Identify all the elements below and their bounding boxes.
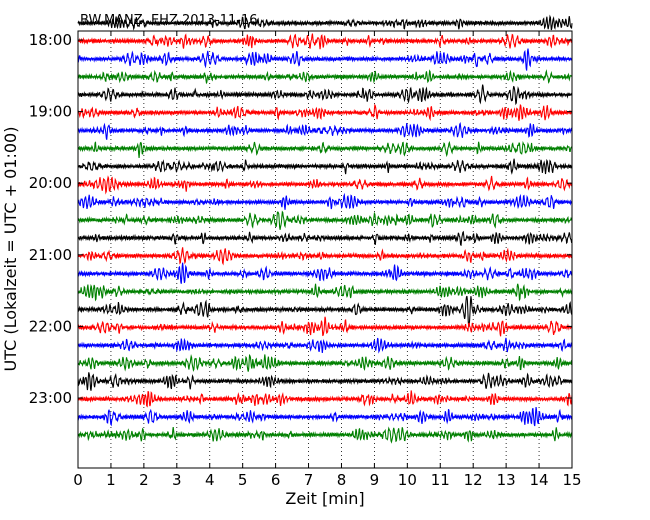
trace-2100 (77, 247, 573, 266)
x-tick-label: 1 (106, 471, 116, 489)
trace-1745 (77, 14, 573, 31)
trace-2230 (77, 353, 573, 372)
plot-frame (77, 30, 573, 469)
trace-2245 (77, 372, 573, 391)
traces (77, 14, 573, 444)
trace-2000 (77, 175, 573, 195)
x-tick-label: 3 (172, 471, 182, 489)
trace-1845 (77, 84, 573, 106)
trace-2145 (77, 295, 573, 327)
x-tick-label: 0 (73, 471, 83, 489)
x-axis: 0 1 2 3 4 5 6 7 8 9 10 11 12 13 14 15 (73, 31, 582, 489)
y-tick-label: 18:00 (29, 31, 72, 49)
trace-2330 (77, 426, 573, 444)
x-tick-label: 13 (497, 471, 516, 489)
x-tick-label: 11 (431, 471, 450, 489)
trace-1930 (77, 140, 573, 158)
y-tick-label: 21:00 (29, 246, 72, 264)
x-tick-label: 2 (139, 471, 149, 489)
trace-2315 (77, 407, 573, 427)
grid-lines (110, 31, 540, 468)
x-tick-label: 14 (530, 471, 549, 489)
trace-2215 (77, 337, 573, 354)
y-tick-label: 22:00 (29, 317, 72, 335)
x-tick-label: 4 (205, 471, 215, 489)
x-tick-label: 5 (238, 471, 248, 489)
trace-2030 (77, 210, 573, 230)
trace-1915 (77, 122, 573, 140)
x-tick-label: 15 (562, 471, 581, 489)
trace-2200 (77, 316, 573, 337)
y-tick-label: 19:00 (29, 103, 72, 121)
trace-2115 (77, 262, 573, 284)
y-tick-label: 20:00 (29, 174, 72, 192)
x-tick-label: 7 (304, 471, 314, 489)
trace-2300 (77, 390, 573, 408)
x-tick-label: 12 (464, 471, 483, 489)
x-tick-label: 10 (398, 471, 417, 489)
trace-1800 (77, 33, 573, 50)
y-axis: 18:00 19:00 20:00 21:00 22:00 23:00 (29, 31, 572, 407)
trace-1945 (77, 158, 573, 175)
x-tick-label: 6 (271, 471, 281, 489)
x-tick-label: 8 (337, 471, 347, 489)
trace-2130 (77, 283, 573, 302)
y-axis-label: UTC (Lokalzeit = UTC + 01:00) (1, 127, 20, 372)
x-axis-label: Zeit [min] (285, 489, 364, 508)
trace-1815 (77, 48, 573, 71)
trace-1900 (77, 103, 573, 122)
x-tick-label: 9 (370, 471, 380, 489)
trace-1830 (77, 69, 573, 85)
trace-2015 (77, 192, 573, 210)
trace-2045 (77, 230, 573, 246)
y-tick-label: 23:00 (29, 389, 72, 407)
